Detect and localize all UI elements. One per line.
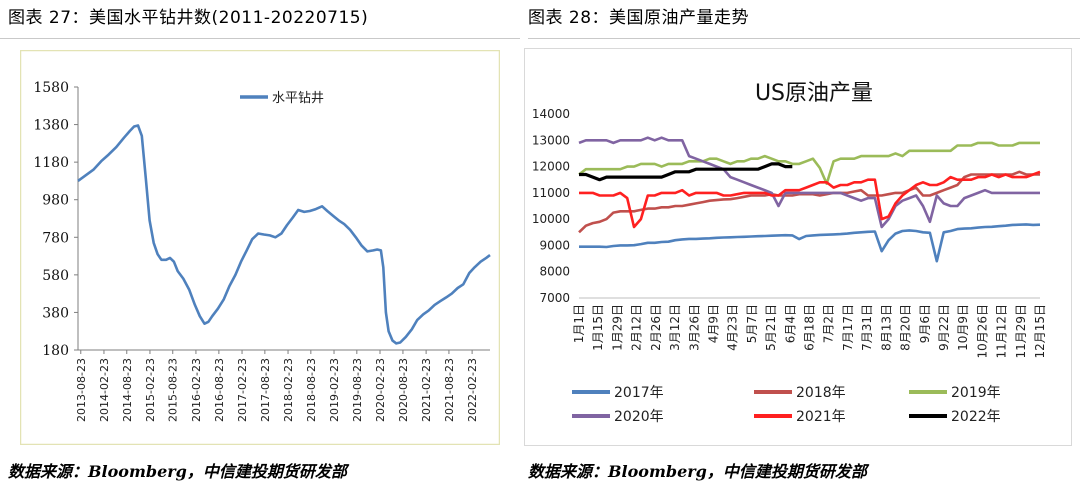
- x-tick-label: 1月29日: [610, 304, 624, 351]
- x-tick-label: 9月6日: [918, 304, 932, 343]
- y-tick-label: 12000: [532, 160, 570, 174]
- x-tick-label: 2018-08-23: [305, 358, 318, 422]
- x-tick-label: 5月21日: [764, 304, 778, 351]
- y-tick-label: 7000: [539, 291, 570, 305]
- y-tick-label: 11000: [532, 186, 570, 200]
- y-tick-label: 14000: [532, 107, 570, 121]
- x-tick-label: 2020-08-23: [397, 358, 410, 422]
- x-tick-label: 4月9日: [706, 304, 720, 343]
- y-tick-label: 580: [42, 268, 69, 284]
- x-tick-label: 6月18日: [803, 304, 817, 351]
- x-tick-label: 5月7日: [745, 304, 759, 343]
- x-tick-label: 2019-02-23: [328, 358, 341, 422]
- x-tick-label: 2019-08-23: [351, 358, 364, 422]
- legend-label-2018年: 2018年: [796, 385, 846, 401]
- x-tick-label: 2017-08-23: [259, 358, 272, 422]
- x-tick-label: 8月20日: [899, 304, 913, 351]
- x-tick-label: 1月1日: [572, 304, 586, 343]
- x-tick-label: 6月4日: [783, 304, 797, 343]
- chart-frame: [20, 50, 500, 445]
- right-heading-divider: [528, 38, 1080, 39]
- right-chart-heading: 图表 28：美国原油产量走势: [528, 8, 750, 28]
- x-tick-label: 2022-02-23: [466, 358, 479, 422]
- right-data-source: 数据来源：Bloomberg，中信建投期货研发部: [528, 462, 867, 481]
- y-tick-label: 380: [42, 305, 69, 321]
- x-tick-label: 9月22日: [937, 304, 951, 351]
- legend-label-2020年: 2020年: [614, 409, 664, 425]
- legend-label-2017年: 2017年: [614, 385, 664, 401]
- x-tick-label: 10月9日: [956, 304, 970, 351]
- y-tick-label: 180: [42, 343, 69, 359]
- y-tick-label: 10000: [532, 212, 570, 226]
- x-tick-label: 3月12日: [668, 304, 682, 351]
- chart-title: US原油产量: [755, 81, 873, 106]
- x-tick-label: 2021-02-23: [420, 358, 433, 422]
- y-tick-label: 1580: [33, 80, 69, 96]
- series-line-2019年: [578, 141, 1040, 185]
- x-tick-label: 11月29日: [1014, 304, 1028, 359]
- x-tick-label: 2013-08-23: [75, 358, 88, 422]
- y-tick-label: 780: [42, 230, 69, 246]
- x-tick-label: 11月12日: [995, 304, 1009, 359]
- x-tick-label: 8月13日: [879, 304, 893, 351]
- x-tick-label: 12月15日: [1033, 304, 1047, 359]
- legend-label: 水平钻井: [272, 91, 324, 106]
- x-tick-label: 7月2日: [822, 304, 836, 343]
- legend-label-2022年: 2022年: [951, 409, 1001, 425]
- x-tick-label: 7月17日: [841, 304, 855, 351]
- x-tick-label: 7月31日: [860, 304, 874, 351]
- x-tick-label: 2020-02-23: [374, 358, 387, 422]
- x-tick-label: 2月12日: [630, 304, 644, 351]
- y-tick-label: 1380: [33, 118, 69, 134]
- horizontal-rig-count-chart: 1580 1380 1180 980 780 580 380 180 2013-08-23 201…: [20, 50, 500, 445]
- series-line-2020年: [578, 136, 1040, 229]
- y-tick-label: 980: [42, 193, 69, 209]
- series-line-2021年: [579, 170, 1041, 229]
- us-crude-production-chart: US原油产量 14000 13000 12000 11000 10000 9000 8000 7…: [524, 48, 1072, 446]
- series-line-2017年: [579, 223, 1041, 263]
- series-line-horizontal-rigs: [77, 124, 491, 345]
- left-chart-heading: 图表 27：美国水平钻井数(2011-20220715): [8, 8, 369, 28]
- legend-label-2021年: 2021年: [796, 409, 846, 425]
- x-tick-label: 2月26日: [649, 304, 663, 351]
- y-tick-label: 9000: [539, 238, 570, 252]
- x-tick-label: 2016-02-23: [190, 358, 203, 422]
- x-tick-label: 2018-02-23: [282, 358, 295, 422]
- x-tick-label: 2017-02-23: [236, 358, 249, 422]
- x-tick-label: 10月26日: [975, 304, 989, 359]
- x-tick-label: 3月26日: [687, 304, 701, 351]
- y-tick-label: 1180: [33, 155, 69, 171]
- x-tick-label: 2016-08-23: [213, 358, 226, 422]
- x-tick-label: 4月23日: [726, 304, 740, 351]
- x-tick-label: 2015-02-23: [144, 358, 157, 422]
- legend-label-2019年: 2019年: [951, 385, 1001, 401]
- series-line-2022年: [579, 162, 793, 182]
- y-tick-label: 8000: [539, 265, 570, 279]
- x-tick-label: 2015-08-23: [167, 358, 180, 422]
- x-tick-label: 2014-08-23: [121, 358, 134, 422]
- left-heading-divider: [0, 38, 520, 39]
- x-tick-label: 1月15日: [591, 304, 605, 351]
- y-tick-label: 13000: [532, 133, 570, 147]
- left-data-source: 数据来源：Bloomberg，中信建投期货研发部: [8, 462, 347, 481]
- x-tick-label: 2014-02-23: [98, 358, 111, 422]
- x-tick-label: 2021-08-23: [443, 358, 456, 422]
